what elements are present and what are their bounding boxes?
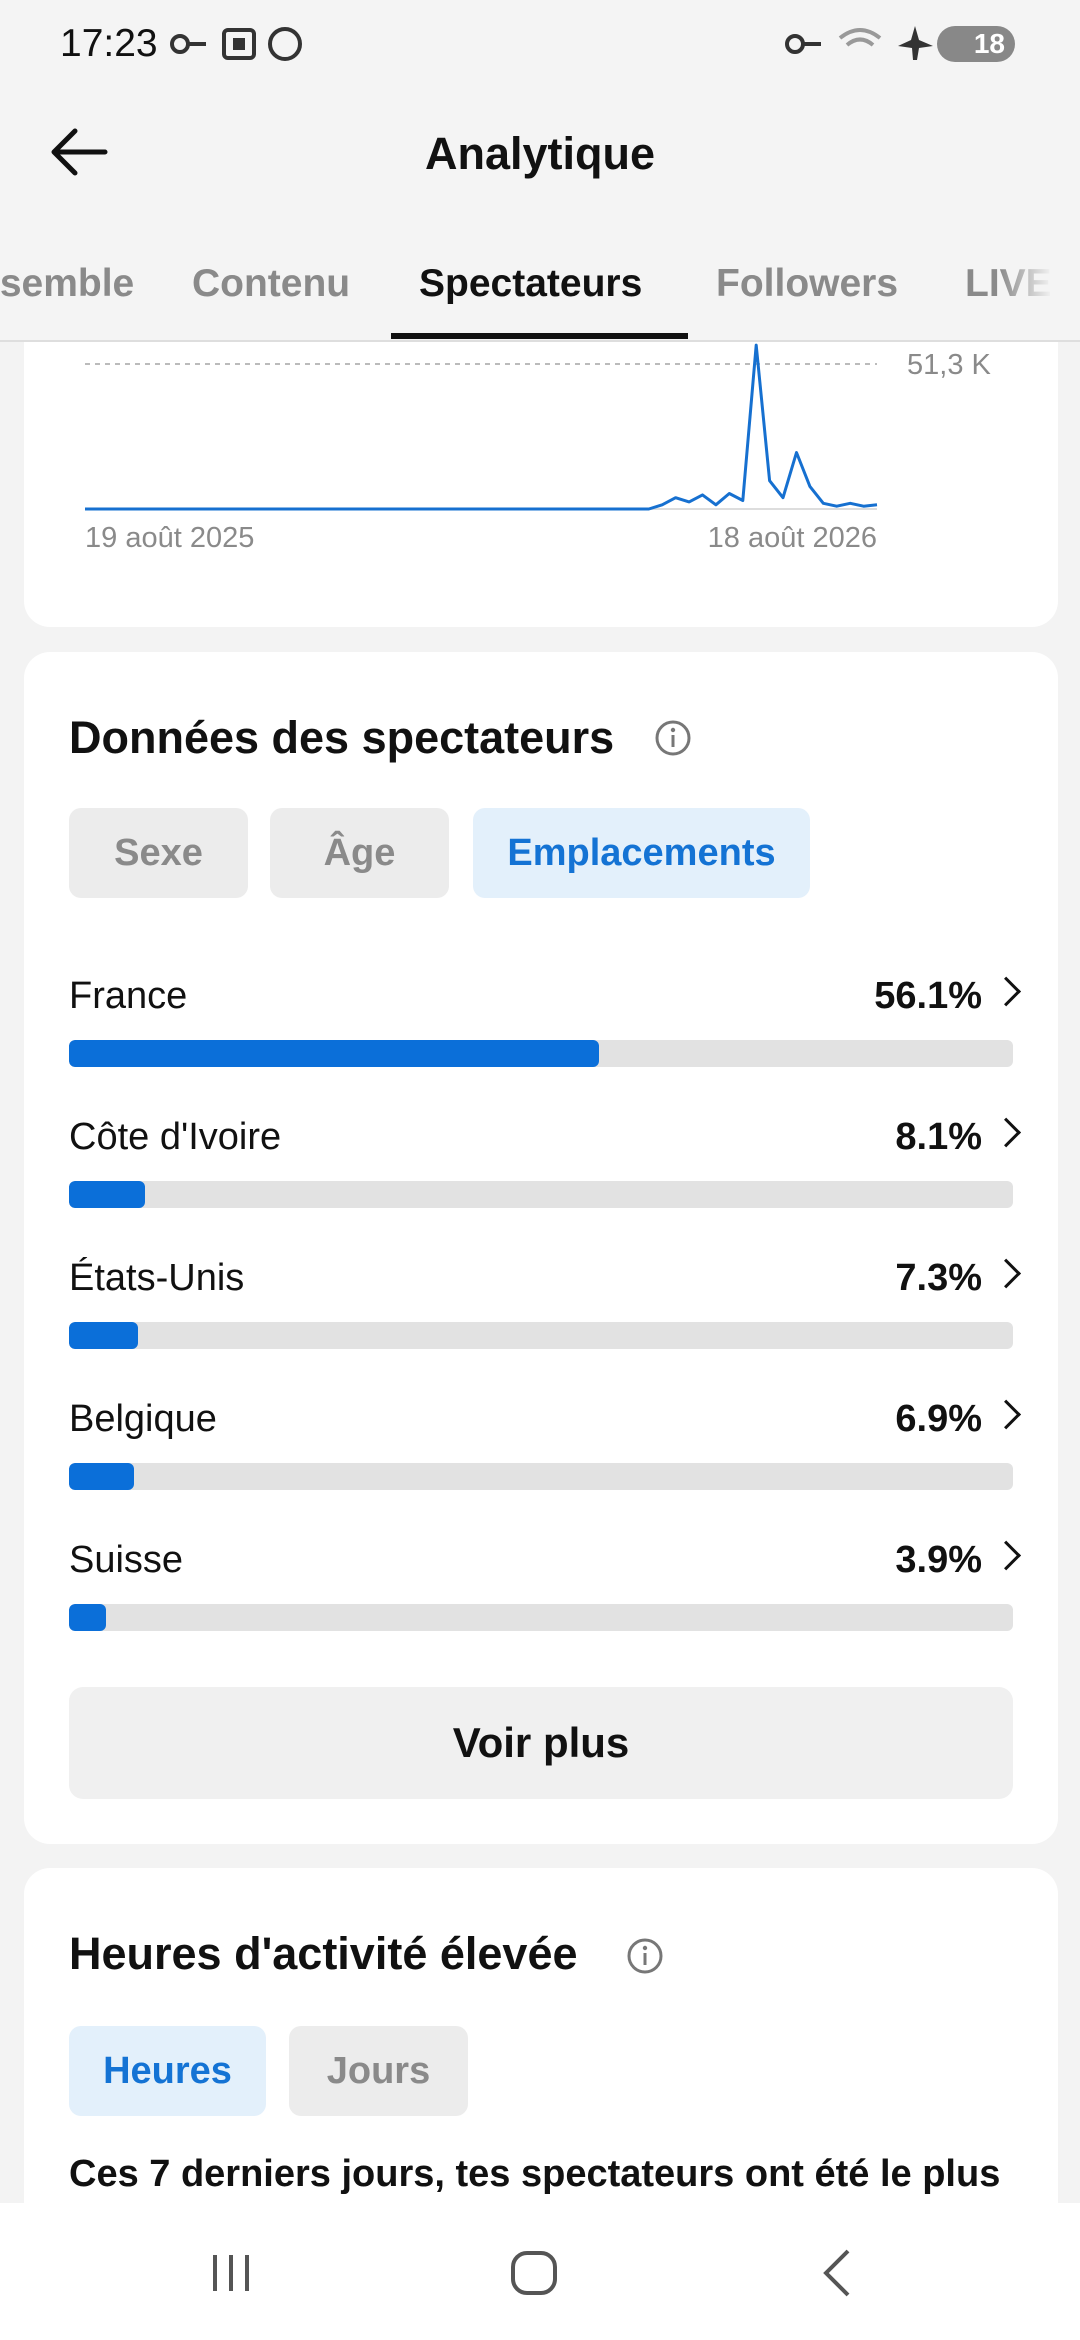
reference-label: 51,3 K	[907, 349, 991, 381]
nav-bar	[0, 2203, 1080, 2340]
tab[interactable]: Followers	[716, 262, 899, 305]
location-percent: 56.1%	[874, 975, 982, 1017]
bar-track	[69, 1040, 1013, 1067]
bar-track	[69, 1604, 1013, 1631]
filter-chip[interactable]: Âge	[270, 808, 449, 898]
page-title: Analytique	[424, 128, 656, 179]
filter-chip[interactable]: Sexe	[69, 808, 248, 898]
nav-icons	[213, 2249, 850, 2297]
tab[interactable]: Ensemble	[0, 262, 135, 305]
bar-track	[69, 1322, 1013, 1349]
status-icons	[170, 27, 302, 61]
bar	[69, 1604, 106, 1631]
views-line	[85, 343, 878, 511]
info-icon[interactable]	[626, 1937, 664, 1975]
bar-track	[69, 1463, 1013, 1490]
location-name: Côte d'Ivoire	[69, 1116, 282, 1158]
section-title: Données des spectateurs	[69, 712, 615, 763]
filter-chip[interactable]: Emplacements	[473, 808, 810, 898]
section-title: Heures d'activité élevée	[69, 1928, 578, 1979]
status-time: 17:23	[60, 22, 158, 65]
location-percent: 3.9%	[895, 1539, 982, 1581]
battery: 18	[937, 26, 1015, 62]
location-name: Suisse	[69, 1539, 184, 1581]
bar	[69, 1322, 138, 1349]
status-icons-right	[785, 26, 933, 60]
location-name: France	[69, 975, 188, 1017]
filter-chip[interactable]: Heures	[69, 2026, 266, 2116]
back-nav-button[interactable]	[823, 2249, 850, 2297]
location-percent: 6.9%	[895, 1398, 982, 1440]
info-icon[interactable]	[654, 719, 692, 757]
tab[interactable]: LIVE	[965, 262, 1052, 305]
bar	[69, 1181, 146, 1208]
more-button[interactable]: Voir plus	[69, 1687, 1013, 1799]
back-button[interactable]	[49, 127, 109, 177]
location-percent: 8.1%	[895, 1116, 982, 1158]
chart-start-label: 19 août 2025	[85, 522, 255, 554]
description: Ces 7 derniers jours, tes spectateurs on…	[69, 2153, 1001, 2195]
bar	[69, 1040, 599, 1067]
chart-end-label: 18 août 2026	[707, 522, 877, 554]
tab[interactable]: Spectateurs	[419, 262, 643, 305]
bar	[69, 1463, 135, 1490]
tab[interactable]: Contenu	[192, 262, 351, 305]
location-name: Belgique	[69, 1398, 217, 1440]
home-button[interactable]	[511, 2251, 557, 2295]
tab-indicator	[391, 333, 688, 339]
recents-button[interactable]	[213, 2255, 249, 2291]
top-bar: 17:23 18 Analytique Ensemble Contenu Spect…	[0, 0, 1080, 342]
location-percent: 7.3%	[895, 1257, 982, 1299]
views-chart: 51,3 K	[85, 343, 991, 511]
bar-track	[69, 1181, 1013, 1208]
location-name: États-Unis	[69, 1257, 245, 1299]
filter-chip[interactable]: Jours	[289, 2026, 468, 2116]
